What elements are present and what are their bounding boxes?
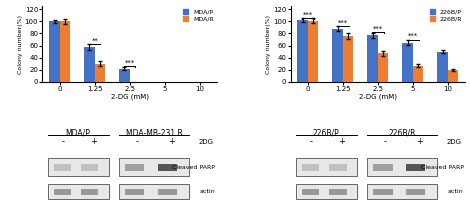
Bar: [119, 158, 189, 176]
Bar: [119, 184, 189, 199]
Bar: [81, 189, 98, 195]
Text: -: -: [62, 137, 64, 146]
Bar: [298, 20, 308, 82]
Bar: [84, 47, 95, 82]
Text: Cleaved PARP: Cleaved PARP: [172, 165, 215, 170]
Bar: [329, 189, 346, 195]
Bar: [368, 184, 437, 199]
Text: ***: ***: [408, 33, 418, 39]
Text: MDA/P: MDA/P: [66, 129, 91, 138]
X-axis label: 2-DG (mM): 2-DG (mM): [111, 93, 149, 100]
Bar: [437, 52, 448, 82]
Bar: [95, 64, 105, 82]
Text: ***: ***: [373, 26, 383, 32]
Y-axis label: Colony number(%): Colony number(%): [266, 15, 272, 74]
Bar: [343, 36, 353, 82]
Bar: [373, 164, 392, 171]
Bar: [448, 70, 458, 82]
Bar: [368, 158, 437, 176]
Bar: [296, 184, 357, 199]
Bar: [157, 164, 177, 171]
Bar: [49, 21, 60, 82]
Bar: [47, 158, 109, 176]
Text: -: -: [310, 137, 313, 146]
Bar: [413, 65, 423, 82]
Bar: [60, 21, 70, 82]
Text: **: **: [91, 37, 98, 43]
Bar: [402, 43, 413, 82]
Bar: [125, 189, 144, 195]
Bar: [119, 69, 130, 82]
Bar: [302, 189, 319, 195]
Bar: [332, 29, 343, 82]
Text: 2DG: 2DG: [199, 139, 213, 145]
Text: actin: actin: [200, 189, 215, 194]
Text: +: +: [416, 137, 423, 146]
Text: +: +: [168, 137, 175, 146]
Text: -: -: [135, 137, 138, 146]
Text: ***: ***: [125, 60, 135, 66]
Y-axis label: Colony number(%): Colony number(%): [18, 15, 23, 74]
Bar: [329, 164, 346, 171]
Text: actin: actin: [448, 189, 463, 194]
Bar: [47, 184, 109, 199]
Text: +: +: [338, 137, 345, 146]
Bar: [54, 189, 71, 195]
Text: +: +: [90, 137, 97, 146]
Bar: [406, 189, 425, 195]
Bar: [81, 164, 98, 171]
X-axis label: 2-DG (mM): 2-DG (mM): [359, 93, 397, 100]
Bar: [302, 164, 319, 171]
Text: Cleaved PARP: Cleaved PARP: [421, 165, 463, 170]
Bar: [378, 54, 388, 82]
Bar: [296, 158, 357, 176]
Bar: [308, 21, 319, 82]
Text: -: -: [384, 137, 386, 146]
Bar: [373, 189, 392, 195]
Text: 226B/P: 226B/P: [313, 129, 340, 138]
Text: 226B/R: 226B/R: [389, 129, 416, 138]
Bar: [54, 164, 71, 171]
Bar: [368, 35, 378, 82]
Legend: MDA/P, MDA/R: MDA/P, MDA/R: [183, 9, 214, 22]
Bar: [157, 189, 177, 195]
Text: ***: ***: [338, 19, 348, 25]
Bar: [125, 164, 144, 171]
Text: MDA-MB-231 R: MDA-MB-231 R: [126, 129, 183, 138]
Text: ***: ***: [303, 12, 313, 18]
Text: 2DG: 2DG: [447, 139, 462, 145]
Bar: [406, 164, 425, 171]
Legend: 226B/P, 226B/R: 226B/P, 226B/R: [430, 9, 462, 22]
